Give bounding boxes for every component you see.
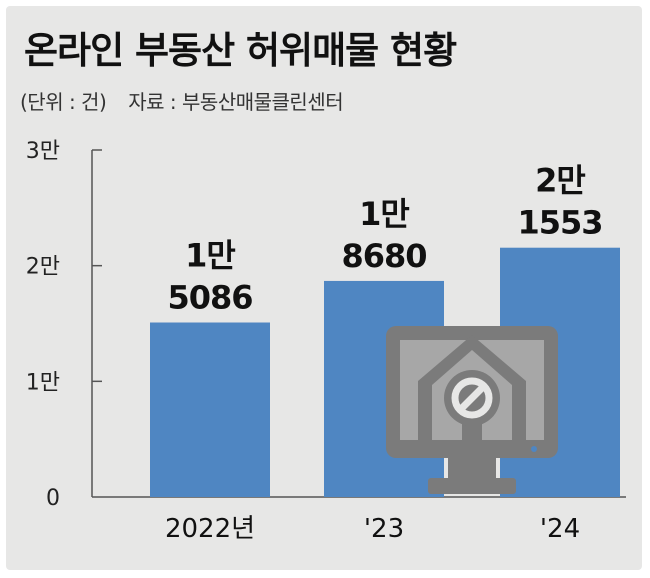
bar-value-label: 1553 — [517, 204, 602, 242]
bar-value-label: 8680 — [341, 237, 426, 275]
y-tick-label: 0 — [46, 486, 60, 511]
bar-value-label: 2만 — [535, 162, 585, 200]
bar-value-label: 5086 — [167, 279, 252, 317]
bar-value-label: 1만 — [185, 237, 235, 275]
x-tick-label: '23 — [364, 514, 404, 544]
bar — [150, 322, 270, 497]
monitor-house-no-icon — [386, 326, 558, 494]
bars — [150, 247, 620, 497]
source-label: 자료 : 부동산매물클린센터 — [128, 90, 344, 114]
monitor-stand — [428, 478, 516, 494]
no-sign-ring — [451, 377, 493, 419]
chart-title: 온라인 부동산 허위매물 현황 — [24, 29, 457, 72]
monitor-neck — [448, 458, 496, 478]
chart-subtitle: (단위 : 건) 자료 : 부동산매물클린센터 — [20, 86, 344, 115]
bar-value-label: 1만 — [359, 195, 409, 233]
y-tick-label: 1만 — [26, 370, 60, 395]
y-tick-label: 2만 — [26, 255, 60, 280]
labels: 1만 5086 2022년 1만 8680 '23 2만 1553 '24 — [165, 162, 604, 544]
x-tick-label: 2022년 — [165, 514, 255, 544]
monitor-power-light — [531, 446, 537, 452]
y-tick-label: 3만 — [26, 139, 60, 164]
x-tick-label: '24 — [540, 514, 580, 544]
unit-label: (단위 : 건) — [20, 90, 107, 114]
no-sign-slash — [457, 383, 487, 413]
